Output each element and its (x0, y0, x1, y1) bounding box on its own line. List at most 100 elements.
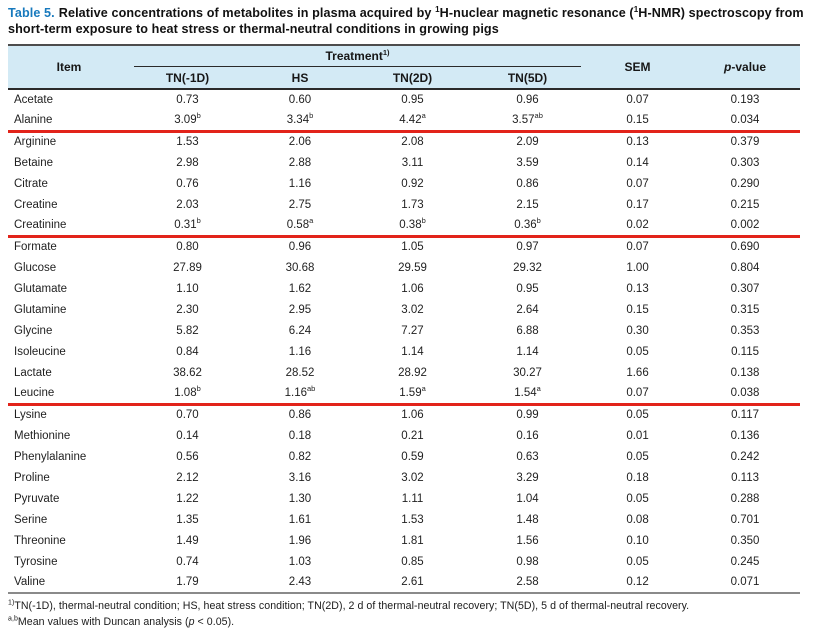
treatment-value: 6.88 (516, 324, 539, 337)
sem-value: 0.18 (626, 471, 649, 484)
sem-value: 0.07 (626, 177, 649, 190)
table-row: Pyruvate 1.22 1.30 1.11 1.04 0.05 0.288 (8, 488, 800, 509)
treatment-value: 0.97 (516, 241, 539, 254)
col-header-tn5d: TN(5D) (470, 67, 586, 91)
p-value: 0.804 (730, 261, 760, 274)
treatment-value: 0.18 (288, 429, 312, 442)
table-row: Glucose 27.89 30.68 29.59 29.32 1.00 0.804 (8, 257, 800, 278)
significance-superscript: a (421, 384, 426, 394)
title-sup-2: 1 (633, 4, 639, 14)
table-row: Lysine 0.70 0.86 1.06 0.99 0.05 0.117 (8, 404, 800, 425)
table-row: Citrate 0.76 1.16 0.92 0.86 0.07 0.290 (8, 173, 800, 194)
sem-value: 0.12 (626, 576, 649, 589)
sem-value: 0.15 (626, 303, 649, 316)
footnote-2-sup: a,b (8, 615, 18, 623)
treatment-subheader: TN(-1D) HS TN(2D) TN(5D) (8, 67, 800, 91)
treatment-value: 0.14 (176, 429, 199, 442)
treatment-label-text: Treatment (325, 49, 383, 64)
table-row: Alanine 3.09b 3.34b 4.42a 3.57ab 0.15 0.034 (8, 110, 801, 133)
footnote-1-sup: 1) (8, 599, 15, 607)
p-value: 0.215 (730, 198, 760, 211)
p-value: 0.303 (730, 156, 760, 169)
treatment-value: 0.36b (470, 215, 586, 238)
treatment-value: 0.96 (288, 241, 312, 254)
p-value: 0.350 (730, 534, 760, 547)
sem-value: 0.08 (626, 513, 649, 526)
p-value: 0.245 (730, 555, 760, 568)
significance-superscript: b (196, 111, 201, 121)
treatment-value: 1.96 (288, 534, 312, 547)
sem-value: 0.13 (626, 136, 649, 149)
table-row: Isoleucine 0.84 1.16 1.14 1.14 0.05 0.115 (8, 341, 800, 362)
title-text-2: H-nuclear magnetic resonance ( (439, 6, 634, 20)
table-row: Serine 1.35 1.61 1.53 1.48 0.08 0.701 (8, 509, 800, 530)
metabolite-name: Creatinine (8, 215, 130, 238)
treatment-value: 1.04 (516, 492, 539, 505)
treatment-value: 1.73 (401, 198, 424, 211)
significance-superscript: ab (534, 111, 543, 121)
treatment-value: 1.08b (130, 383, 245, 406)
table-row: Leucine 1.08b 1.16ab 1.59a 1.54a 0.07 0.038 (8, 383, 801, 406)
significance-superscript: b (196, 384, 201, 394)
metabolite-name: Threonine (14, 534, 66, 547)
treatment-value: 0.92 (401, 177, 424, 190)
treatment-value: 1.06 (401, 409, 424, 422)
pvalue-italic-p: p (724, 60, 732, 75)
treatment-value: 6.24 (288, 324, 312, 337)
treatment-value: 1.54a (470, 383, 586, 406)
treatment-value: 0.63 (516, 450, 539, 463)
p-value: 0.379 (730, 136, 760, 149)
treatment-value: 7.27 (401, 324, 424, 337)
title-text-3: H-NMR) spectroscopy from short-term expo… (8, 6, 804, 37)
table-header: Item Treatment1) SEM p-value TN(-1D) HS … (8, 44, 801, 91)
sem-value: 0.05 (626, 492, 649, 505)
treatment-value: 1.10 (176, 282, 199, 295)
treatment-value: 1.16 (288, 177, 312, 190)
table-row: Phenylalanine 0.56 0.82 0.59 0.63 0.05 0.242 (8, 446, 800, 467)
metabolite-name: Betaine (14, 156, 54, 169)
treatment-value: 0.16 (516, 429, 539, 442)
p-value: 0.138 (730, 366, 760, 379)
treatment-value: 0.85 (401, 555, 424, 568)
treatment-value: 0.59 (401, 450, 424, 463)
metabolite-name: Phenylalanine (14, 450, 87, 463)
treatment-value: 1.11 (401, 492, 424, 505)
treatment-value: 3.02 (401, 303, 424, 316)
treatment-value: 1.53 (176, 136, 199, 149)
significance-superscript: b (196, 216, 201, 226)
footnote-treatments: 1)TN(-1D), thermal-neutral condition; HS… (8, 599, 809, 615)
sem-value: 0.05 (626, 409, 649, 422)
treatment-value: 1.81 (401, 534, 424, 547)
treatment-value: 3.16 (288, 471, 312, 484)
treatment-value: 29.59 (398, 261, 427, 274)
p-value: 0.315 (730, 303, 760, 316)
sem-value: 0.07 (585, 383, 691, 406)
treatment-value: 3.09b (130, 110, 245, 133)
metabolite-name: Methionine (14, 429, 71, 442)
p-value: 0.115 (731, 345, 759, 358)
footnote-2-italic-p: p (188, 616, 195, 629)
p-value: 0.136 (730, 429, 760, 442)
sem-value: 0.07 (626, 241, 649, 254)
treatment-value: 2.03 (176, 198, 199, 211)
sem-value: 0.05 (626, 345, 649, 358)
treatment-value: 1.53 (401, 513, 424, 526)
table-row: Methionine 0.14 0.18 0.21 0.16 0.01 0.136 (8, 425, 800, 446)
table-row: Valine 1.79 2.43 2.61 2.58 0.12 0.071 (8, 572, 800, 593)
treatment-value: 1.16 (288, 345, 312, 358)
treatment-value: 1.59a (355, 383, 470, 406)
treatment-value: 2.98 (176, 156, 199, 169)
sem-value: 0.01 (626, 429, 649, 442)
metabolite-table: Item Treatment1) SEM p-value TN(-1D) HS … (8, 44, 801, 595)
treatment-value: 30.27 (513, 366, 542, 379)
treatment-value: 1.16ab (245, 383, 355, 406)
treatment-value: 2.61 (401, 576, 424, 589)
pvalue-rest: -value (731, 60, 767, 75)
treatment-value: 0.60 (288, 94, 312, 107)
metabolite-name: Glutamine (14, 303, 67, 316)
metabolite-name: Isoleucine (14, 345, 66, 358)
treatment-value: 3.57ab (470, 110, 586, 133)
metabolite-name: Valine (14, 576, 46, 589)
table-row: Creatine 2.03 2.75 1.73 2.15 0.17 0.215 (8, 194, 800, 215)
